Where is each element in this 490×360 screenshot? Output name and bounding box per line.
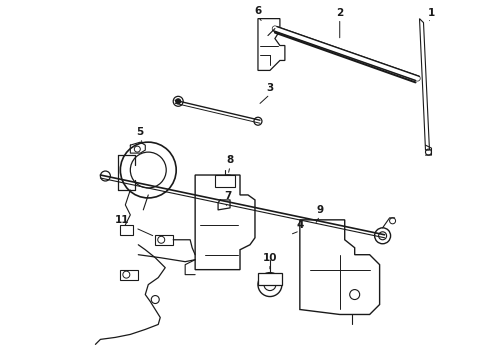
Bar (121, 270, 138, 280)
Text: 1: 1 (428, 8, 435, 18)
Polygon shape (258, 19, 285, 71)
Text: 2: 2 (336, 8, 343, 18)
Polygon shape (419, 19, 429, 150)
Text: 7: 7 (224, 191, 232, 201)
Text: 5: 5 (137, 127, 144, 137)
Circle shape (176, 99, 181, 104)
Text: 3: 3 (266, 84, 273, 93)
Bar (215, 175, 235, 187)
Polygon shape (300, 220, 380, 315)
Polygon shape (121, 225, 133, 235)
Text: 10: 10 (263, 253, 277, 263)
Text: 9: 9 (316, 205, 323, 215)
Bar (155, 235, 173, 245)
Polygon shape (195, 175, 255, 270)
Bar (258, 273, 282, 285)
Text: 11: 11 (115, 215, 129, 225)
Text: 8: 8 (226, 155, 234, 165)
Text: 4: 4 (296, 220, 303, 230)
Text: 6: 6 (254, 6, 262, 15)
